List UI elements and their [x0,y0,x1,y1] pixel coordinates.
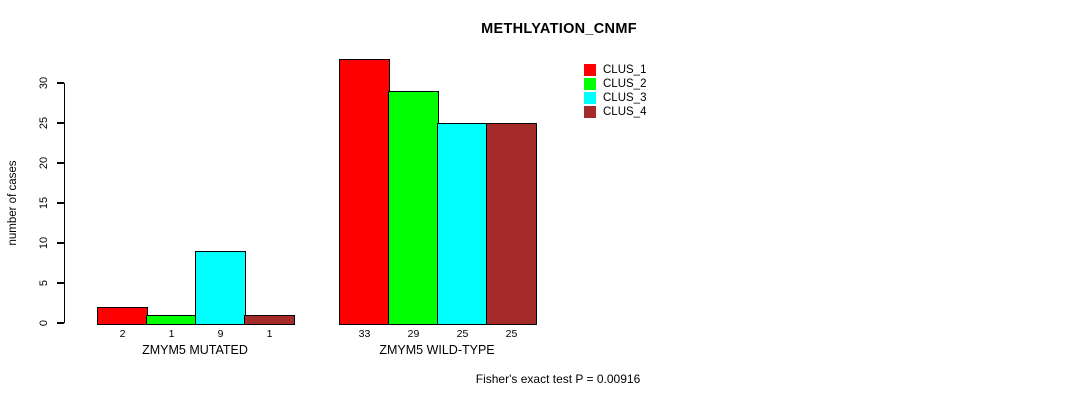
bar-clus_3-group2 [437,123,488,325]
legend-row: CLUS_2 [584,77,646,91]
bar-value-label: 33 [358,328,371,340]
y-axis-tick-label: 10 [38,236,50,250]
bar-clus_1-group2 [339,59,390,325]
bar-clus_4-group1 [244,315,295,325]
chart-title: METHLYATION_CNMF [481,21,637,37]
legend-row: CLUS_3 [584,91,646,105]
bar-value-label: 2 [119,328,126,340]
y-axis-tick [57,202,64,204]
bar-clus_1-group1 [97,307,148,325]
bar-value-label: 1 [168,328,175,340]
bar-value-label: 29 [407,328,420,340]
legend: CLUS_1 CLUS_2 CLUS_3 CLUS_4 [584,63,646,119]
y-axis-line [63,83,65,323]
legend-label: CLUS_1 [603,64,647,76]
bar-value-label: 9 [217,328,224,340]
y-axis-tick [57,282,64,284]
y-axis-tick [57,162,64,164]
legend-swatch-icon [584,64,596,76]
y-axis-tick-label: 0 [38,319,50,327]
legend-row: CLUS_1 [584,63,646,77]
group-label: ZMYM5 WILD-TYPE [379,343,495,357]
bar-clus_2-group1 [146,315,197,325]
legend-swatch-icon [584,78,596,90]
legend-label: CLUS_3 [603,92,647,104]
y-axis-tick-label: 15 [38,196,50,210]
bar-clus_2-group2 [388,91,439,325]
y-axis-tick [57,322,64,324]
y-axis-tick-label: 30 [38,76,50,90]
group-label: ZMYM5 MUTATED [142,343,248,357]
y-axis-label: number of cases [7,160,19,246]
bar-value-label: 25 [505,328,518,340]
legend-swatch-icon [584,106,596,118]
y-axis-tick [57,122,64,124]
legend-label: CLUS_4 [603,106,647,118]
bar-value-label: 25 [456,328,469,340]
y-axis-tick-label: 20 [38,156,50,170]
y-axis-tick [57,82,64,84]
bar-value-label: 1 [266,328,273,340]
legend-swatch-icon [584,92,596,104]
legend-label: CLUS_2 [603,78,647,90]
y-axis-tick [57,242,64,244]
bar-clus_3-group1 [195,251,246,325]
y-axis-tick-label: 5 [38,279,50,287]
bar-clus_4-group2 [486,123,537,325]
legend-row: CLUS_4 [584,105,646,119]
annotation-text: Fisher's exact test P = 0.00916 [475,372,641,386]
y-axis-tick-label: 25 [38,116,50,130]
